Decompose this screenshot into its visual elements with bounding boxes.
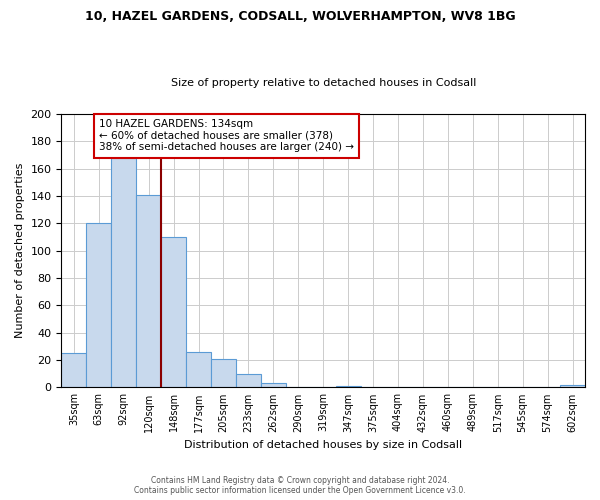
Bar xyxy=(186,352,211,388)
Text: 10 HAZEL GARDENS: 134sqm
← 60% of detached houses are smaller (378)
38% of semi-: 10 HAZEL GARDENS: 134sqm ← 60% of detach… xyxy=(99,120,354,152)
Bar xyxy=(261,384,286,388)
Bar xyxy=(335,386,361,388)
Y-axis label: Number of detached properties: Number of detached properties xyxy=(15,163,25,338)
Bar xyxy=(136,194,161,388)
Text: 10, HAZEL GARDENS, CODSALL, WOLVERHAMPTON, WV8 1BG: 10, HAZEL GARDENS, CODSALL, WOLVERHAMPTO… xyxy=(85,10,515,23)
Bar xyxy=(560,384,585,388)
Bar xyxy=(211,358,236,388)
Bar xyxy=(111,158,136,388)
Text: Contains HM Land Registry data © Crown copyright and database right 2024.
Contai: Contains HM Land Registry data © Crown c… xyxy=(134,476,466,495)
X-axis label: Distribution of detached houses by size in Codsall: Distribution of detached houses by size … xyxy=(184,440,462,450)
Bar xyxy=(86,223,111,388)
Title: Size of property relative to detached houses in Codsall: Size of property relative to detached ho… xyxy=(170,78,476,88)
Bar xyxy=(161,237,186,388)
Bar xyxy=(61,353,86,388)
Bar xyxy=(236,374,261,388)
